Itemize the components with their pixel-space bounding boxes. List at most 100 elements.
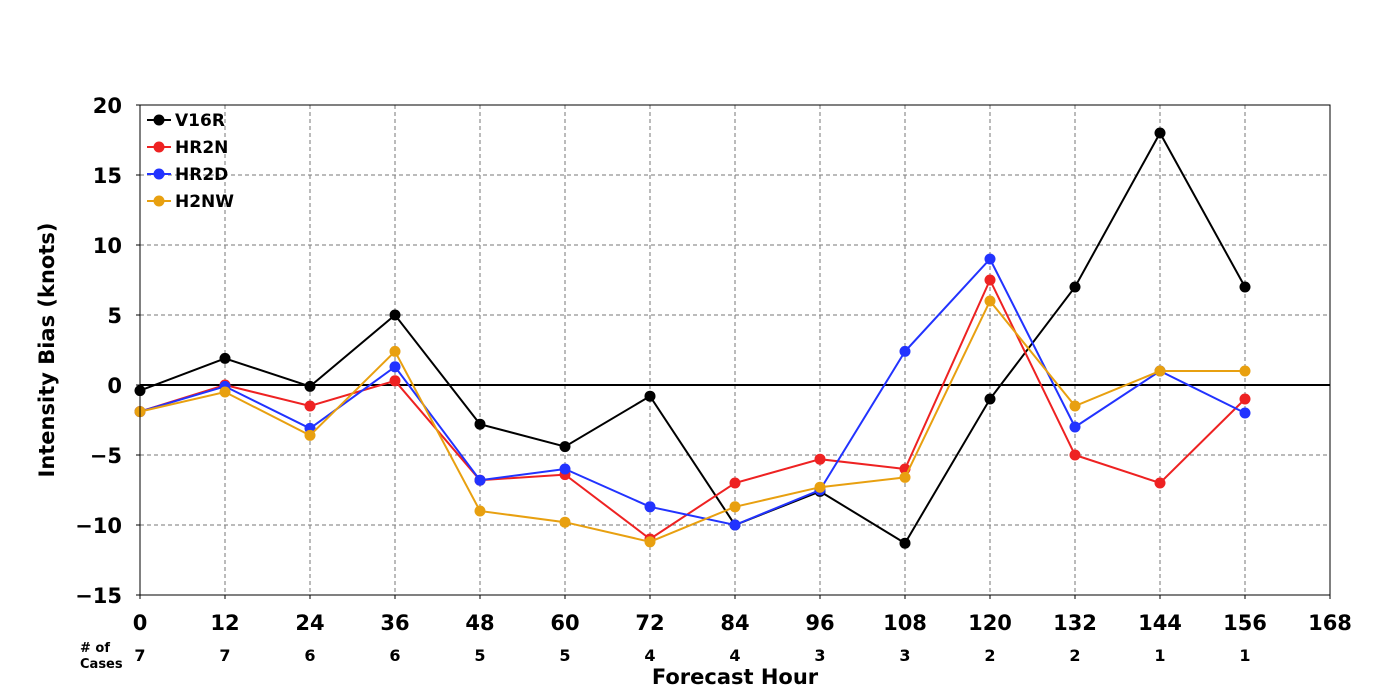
legend-label: V16R	[175, 111, 225, 131]
cases-caption-line2: Cases	[80, 657, 123, 672]
y-tick-label: 5	[107, 304, 122, 328]
data-point-hr2d	[984, 253, 996, 265]
x-tick-label: 108	[883, 611, 927, 635]
cases-caption-line1: # of	[80, 641, 110, 656]
y-tick-label: 20	[93, 94, 122, 118]
case-count-label: 5	[474, 646, 485, 665]
data-point-v16r	[219, 352, 231, 364]
data-point-h2nw	[474, 505, 486, 517]
cases-row: 7 7 6 6 5 5 4 4 3 3 2 2 1 1	[134, 646, 1250, 665]
data-point-hr2n	[984, 274, 996, 286]
data-point-hr2n	[814, 453, 826, 465]
legend-label: HR2N	[175, 138, 228, 158]
x-tick-label: 96	[805, 611, 834, 635]
data-point-hr2d	[559, 463, 571, 475]
x-tick-label: 48	[465, 611, 494, 635]
x-tick-label: 84	[720, 611, 749, 635]
series-h2nw	[134, 295, 1251, 548]
data-point-hr2d	[389, 361, 401, 373]
y-tick-label: −5	[90, 444, 122, 468]
data-point-hr2n	[1069, 449, 1081, 461]
legend-marker	[153, 141, 165, 153]
y-tick-label: −10	[75, 514, 122, 538]
case-count-label: 1	[1239, 646, 1250, 665]
case-count-label: 3	[814, 646, 825, 665]
x-tick-label: 60	[550, 611, 579, 635]
data-point-v16r	[474, 418, 486, 430]
x-tick-label: 168	[1308, 611, 1352, 635]
data-point-h2nw	[304, 429, 316, 441]
x-tick-label: 24	[295, 611, 324, 635]
data-point-hr2d	[729, 519, 741, 531]
data-point-h2nw	[644, 536, 656, 548]
x-tick-label: 120	[968, 611, 1012, 635]
series-line-hr2d	[139, 257, 1246, 527]
y-tick-label: 0	[107, 374, 122, 398]
series-line-hr2n	[139, 277, 1246, 541]
case-count-label: 1	[1154, 646, 1165, 665]
case-count-label: 3	[899, 646, 910, 665]
x-tick-label: 0	[133, 611, 148, 635]
data-point-hr2d	[644, 501, 656, 513]
x-tick-label: 156	[1223, 611, 1267, 635]
data-point-h2nw	[1154, 365, 1166, 377]
data-point-h2nw	[219, 386, 231, 398]
data-point-hr2d	[474, 474, 486, 486]
data-point-v16r	[899, 537, 911, 549]
data-point-hr2n	[1239, 393, 1251, 405]
legend-label: HR2D	[175, 165, 228, 185]
y-tick-labels: 20 15 10 5 0 −15 −5 −10	[75, 94, 140, 608]
data-point-v16r	[389, 309, 401, 321]
data-point-h2nw	[389, 345, 401, 357]
case-count-label: 7	[219, 646, 230, 665]
data-point-h2nw	[1069, 400, 1081, 412]
x-tick-labels: 0 12 24 36 48 60 72 84 96 108 120 132 144 156 168	[133, 595, 1352, 635]
case-count-label: 7	[134, 646, 145, 665]
y-tick-label: 10	[93, 234, 122, 258]
data-point-h2nw	[559, 516, 571, 528]
x-axis-title: Forecast Hour	[652, 665, 819, 689]
data-point-hr2n	[389, 375, 401, 387]
y-tick-label: −15	[75, 584, 122, 608]
x-tick-label: 36	[380, 611, 409, 635]
x-tick-label: 132	[1053, 611, 1097, 635]
series-line-v16r	[139, 130, 1246, 545]
data-point-v16r	[1239, 281, 1251, 293]
data-point-hr2d	[1069, 421, 1081, 433]
data-point-h2nw	[1239, 365, 1251, 377]
case-count-label: 2	[1069, 646, 1080, 665]
y-axis-title: Intensity Bias (knots)	[35, 223, 59, 478]
case-count-label: 2	[984, 646, 995, 665]
legend-marker	[153, 114, 165, 126]
case-count-label: 4	[729, 646, 740, 665]
series-line-h2nw	[139, 299, 1245, 543]
data-point-v16r	[559, 441, 571, 453]
series-layer	[134, 127, 1251, 549]
data-point-v16r	[1069, 281, 1081, 293]
data-point-hr2n	[1154, 477, 1166, 489]
x-tick-label: 72	[635, 611, 664, 635]
data-point-h2nw	[814, 481, 826, 493]
case-count-label: 5	[559, 646, 570, 665]
data-point-v16r	[1154, 127, 1166, 139]
case-count-label: 6	[389, 646, 400, 665]
data-point-v16r	[984, 393, 996, 405]
data-point-v16r	[644, 390, 656, 402]
y-tick-label: 15	[93, 164, 122, 188]
data-point-hr2d	[899, 345, 911, 357]
series-hr2d	[134, 253, 1251, 531]
case-count-label: 6	[304, 646, 315, 665]
legend-marker	[153, 195, 165, 207]
legend-label: H2NW	[175, 192, 234, 212]
series-v16r	[134, 127, 1251, 549]
legend: V16R HR2N HR2D H2NW	[147, 111, 234, 212]
data-point-h2nw	[899, 471, 911, 483]
legend-marker	[153, 168, 165, 180]
x-tick-label: 12	[210, 611, 239, 635]
data-point-h2nw	[729, 501, 741, 513]
data-point-v16r	[304, 380, 316, 392]
data-point-hr2n	[729, 477, 741, 489]
data-point-hr2n	[304, 400, 316, 412]
case-count-label: 4	[644, 646, 655, 665]
